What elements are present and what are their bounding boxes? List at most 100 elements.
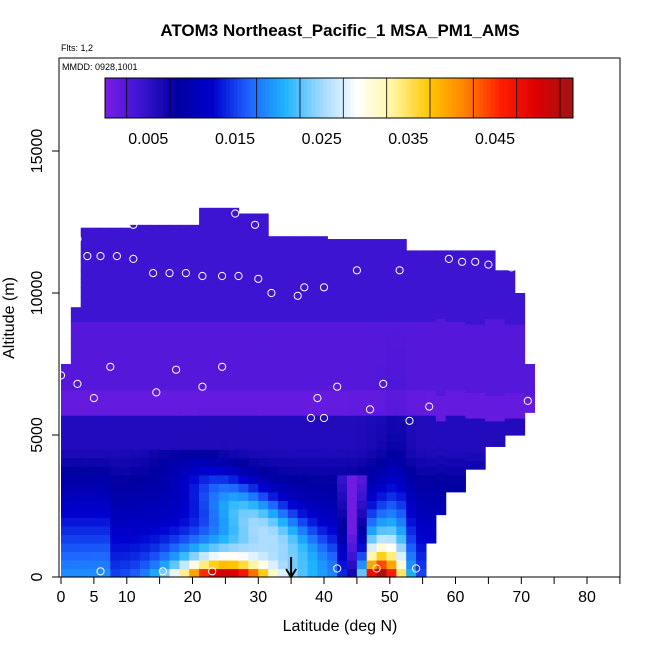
heatmap-cell xyxy=(258,406,269,416)
heatmap-cell xyxy=(307,346,319,357)
heatmap-cell xyxy=(425,534,437,544)
heatmap-cell xyxy=(159,457,171,467)
heatmap-cell xyxy=(70,423,82,433)
sample-point xyxy=(73,379,82,388)
heatmap-cell xyxy=(337,312,348,322)
heatmap-cell xyxy=(317,244,328,254)
heatmap-cell xyxy=(100,287,111,297)
heatmap-cell xyxy=(356,278,368,288)
heatmap-cell xyxy=(514,341,526,351)
heatmap-cell xyxy=(337,244,348,254)
heatmap-cell xyxy=(130,423,141,433)
heatmap-cell xyxy=(485,420,496,430)
heatmap-cell xyxy=(445,270,457,280)
heatmap-cell xyxy=(416,423,427,433)
heatmap-cell xyxy=(406,466,417,476)
heatmap-cell xyxy=(100,270,111,280)
heatmap-cell xyxy=(445,250,457,254)
heatmap-cell xyxy=(416,304,427,314)
heatmap-cell xyxy=(238,423,249,433)
heatmap-cell xyxy=(347,295,358,305)
heatmap-cell xyxy=(70,364,82,374)
heatmap-cell xyxy=(277,466,289,476)
heatmap-cell xyxy=(504,417,516,428)
heatmap-cell xyxy=(169,364,180,374)
heatmap-cell xyxy=(396,423,407,433)
heatmap-cell xyxy=(356,321,368,331)
heatmap-cell xyxy=(149,372,161,382)
heatmap-cell xyxy=(396,338,407,348)
heatmap-cell xyxy=(139,224,151,229)
heatmap-cell xyxy=(159,224,171,229)
heatmap-cell xyxy=(494,361,506,371)
heatmap-cell xyxy=(179,236,190,246)
heatmap-cell xyxy=(317,355,328,365)
heatmap-cell xyxy=(406,517,417,527)
heatmap-cell xyxy=(455,329,466,340)
heatmap-cell xyxy=(208,534,220,544)
heatmap-cell xyxy=(238,329,249,340)
heatmap-cell xyxy=(159,338,171,348)
colorbar-segment xyxy=(261,78,266,118)
heatmap-cell xyxy=(61,542,72,553)
heatmap-cell xyxy=(366,440,378,450)
heatmap-cell xyxy=(386,423,397,433)
heatmap-cell xyxy=(425,295,437,305)
heatmap-cell xyxy=(475,324,486,334)
heatmap-cell xyxy=(110,236,121,246)
heatmap-cell xyxy=(90,500,102,510)
heatmap-cell xyxy=(376,312,388,322)
heatmap-cell xyxy=(366,278,378,288)
heatmap-cell xyxy=(80,551,92,561)
heatmap-cell xyxy=(169,398,180,408)
heatmap-cell xyxy=(317,321,328,331)
heatmap-cell xyxy=(228,406,240,416)
heatmap-cell xyxy=(189,304,200,314)
sample-point xyxy=(56,371,66,380)
heatmap-cell xyxy=(307,261,319,271)
heatmap-cell xyxy=(90,287,102,297)
heatmap-cell xyxy=(110,381,121,391)
heatmap-cell xyxy=(208,270,220,280)
heatmap-cell xyxy=(218,355,230,365)
colorbar-segment xyxy=(436,78,441,118)
heatmap-cell xyxy=(199,440,210,450)
heatmap-cell xyxy=(169,542,180,553)
heatmap-cell xyxy=(189,346,200,357)
heatmap-cell xyxy=(208,457,220,467)
colorbar-segment xyxy=(362,78,367,118)
heatmap-cell xyxy=(445,415,457,425)
heatmap-cell xyxy=(199,551,210,561)
heatmap-cell xyxy=(149,338,161,348)
heatmap-cell xyxy=(327,474,338,484)
heatmap-cell xyxy=(425,398,437,408)
colorbar-segment xyxy=(522,78,527,118)
heatmap-cell xyxy=(307,432,319,442)
heatmap-cell xyxy=(445,329,457,340)
heatmap-cell xyxy=(287,244,299,254)
sample-point xyxy=(188,215,197,224)
heatmap-cell xyxy=(287,500,299,510)
heatmap-cell xyxy=(70,491,82,501)
heatmap-cell xyxy=(277,372,289,382)
heatmap-cell xyxy=(307,355,319,365)
heatmap-cell xyxy=(149,474,161,484)
heatmap-cell xyxy=(425,432,437,442)
heatmap-cell xyxy=(297,423,309,433)
heatmap-cell xyxy=(139,432,151,442)
heatmap-cell xyxy=(159,525,171,535)
heatmap-cell xyxy=(425,372,437,382)
heatmap-cell xyxy=(149,304,161,314)
heatmap-cell xyxy=(218,517,230,527)
heatmap-cell xyxy=(139,278,151,288)
colorbar-segment xyxy=(354,78,359,118)
heatmap-cell xyxy=(258,432,269,442)
colorbar-segment xyxy=(331,78,336,118)
heatmap-cell xyxy=(277,483,289,493)
heatmap-cell xyxy=(396,559,407,570)
heatmap-cell xyxy=(337,534,348,544)
heatmap-cell xyxy=(307,449,319,459)
heatmap-cell xyxy=(189,389,200,399)
heatmap-cell xyxy=(366,287,378,297)
sample-point xyxy=(267,288,276,298)
